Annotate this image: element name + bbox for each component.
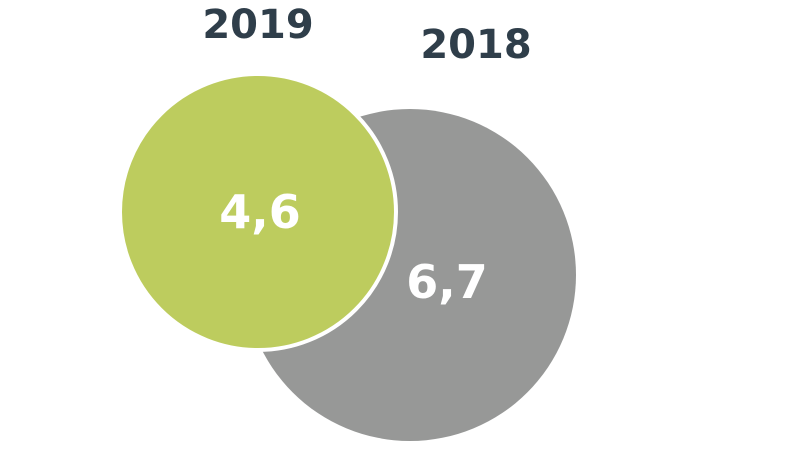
value-label-2018: 6,7 bbox=[406, 255, 488, 309]
year-label-2018: 2018 bbox=[420, 22, 531, 68]
year-label-2019: 2019 bbox=[202, 2, 313, 48]
value-label-2019: 4,6 bbox=[219, 185, 301, 239]
bubble-2019 bbox=[118, 72, 398, 352]
